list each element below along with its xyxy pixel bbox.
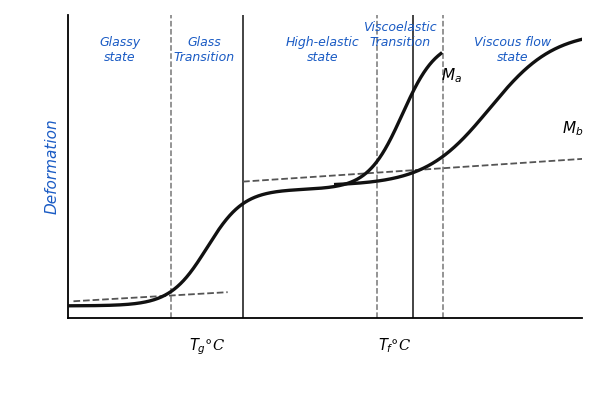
Text: Viscous flow
state: Viscous flow state [474, 36, 551, 64]
Text: Glassy
state: Glassy state [99, 36, 140, 64]
Text: $T_g$°C: $T_g$°C [189, 336, 225, 357]
Text: $M_b$: $M_b$ [562, 119, 583, 138]
Text: Viscoelastic
Transition: Viscoelastic Transition [363, 21, 437, 49]
Text: Glass
Transition: Glass Transition [174, 36, 235, 64]
Text: $M_a$: $M_a$ [442, 66, 463, 85]
Text: $T_f$°C: $T_f$°C [378, 336, 411, 355]
Text: High-elastic
state: High-elastic state [286, 36, 359, 64]
Y-axis label: Deformation: Deformation [45, 119, 60, 214]
